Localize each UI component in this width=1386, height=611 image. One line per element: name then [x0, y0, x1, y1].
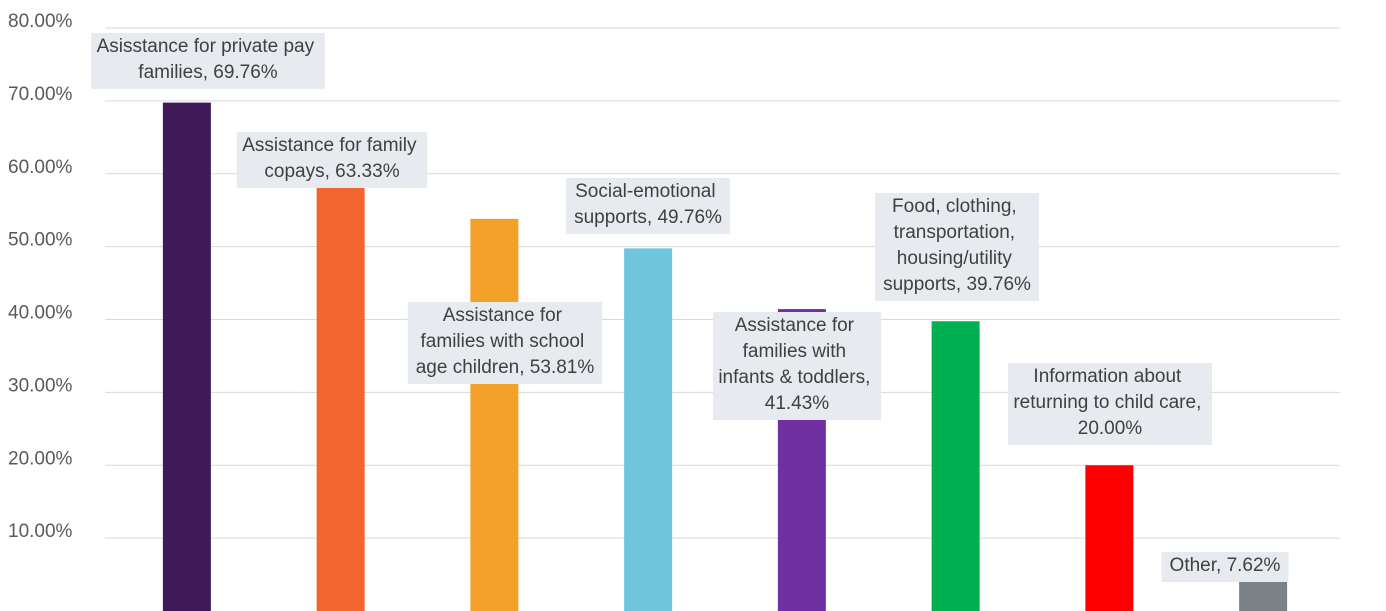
label-line: Assistance for: [443, 305, 568, 326]
label-line: 20.00%: [1078, 418, 1143, 439]
y-tick-label: 30.00%: [8, 375, 73, 396]
y-tick-label: 20.00%: [8, 448, 73, 469]
label-line: age children, 53.81%: [416, 357, 595, 378]
y-tick-label: 80.00%: [8, 11, 73, 32]
data-label-text: Assistance for families with infants & t…: [718, 315, 875, 414]
bar: [470, 218, 519, 611]
data-label-text: Assistance for family copays, 63.33%: [242, 135, 422, 182]
bar: [624, 248, 673, 611]
label-line: Information about: [1033, 366, 1186, 387]
label-line: Assistance for family: [242, 135, 422, 156]
label-line: Food, clothing,: [892, 196, 1022, 217]
data-label-box: [875, 193, 1039, 301]
label-line: housing/utility: [897, 248, 1017, 269]
bar: [931, 321, 980, 611]
label-line: copays, 63.33%: [264, 161, 399, 182]
label-line: infants & toddlers,: [718, 367, 875, 388]
data-label: Information about returning to child car…: [1008, 363, 1212, 445]
data-label-box: [712, 312, 882, 420]
label-line: Other, 7.62%: [1170, 555, 1281, 576]
label-line: transportation,: [894, 222, 1021, 243]
data-label-text: Asisstance for private pay families, 69.…: [97, 36, 320, 83]
data-label: Food, clothing, transportation, housing/…: [875, 193, 1039, 301]
y-tick-label: 10.00%: [8, 521, 73, 542]
label-line: Asisstance for private pay: [97, 36, 320, 57]
bar: [1085, 465, 1134, 611]
label-line: Assistance for: [735, 315, 860, 336]
y-tick-label: 40.00%: [8, 303, 73, 324]
data-label-box: [1008, 363, 1212, 445]
label-line: families with school: [421, 331, 590, 352]
label-line: supports, 39.76%: [883, 274, 1031, 295]
label-line: returning to child care,: [1013, 392, 1206, 413]
y-tick-label: 70.00%: [8, 84, 73, 105]
data-label: Other, 7.62%: [1161, 552, 1289, 582]
data-label-box: [566, 178, 730, 234]
data-label: Assistance for family copays, 63.33%: [236, 132, 428, 188]
bar: [162, 102, 211, 611]
label-line: Social-emotional: [575, 181, 721, 202]
data-label-box: [236, 132, 428, 188]
y-tick-label: 50.00%: [8, 230, 73, 251]
data-label-box: [407, 302, 603, 384]
y-tick-label: 60.00%: [8, 157, 73, 178]
data-label-text: Information about returning to child car…: [1013, 366, 1206, 439]
data-label: Assistance for families with school age …: [407, 302, 603, 384]
data-label-box: [1161, 552, 1289, 582]
label-line: families with: [743, 341, 852, 362]
data-label-box: [91, 33, 325, 89]
label-line: supports, 49.76%: [574, 207, 722, 228]
data-label-text: Assistance for families with school age …: [416, 305, 595, 378]
data-label: Asisstance for private pay families, 69.…: [91, 33, 325, 89]
data-label: Social-emotional supports, 49.76%: [566, 178, 730, 234]
data-label-text: Food, clothing, transportation, housing/…: [883, 196, 1031, 295]
data-label: Assistance for families with infants & t…: [712, 312, 882, 420]
bar: [316, 149, 365, 611]
data-label-text: Social-emotional supports, 49.76%: [574, 181, 722, 228]
label-line: 41.43%: [765, 393, 830, 414]
label-line: families, 69.76%: [138, 62, 278, 83]
data-label-text: Other, 7.62%: [1170, 555, 1281, 576]
